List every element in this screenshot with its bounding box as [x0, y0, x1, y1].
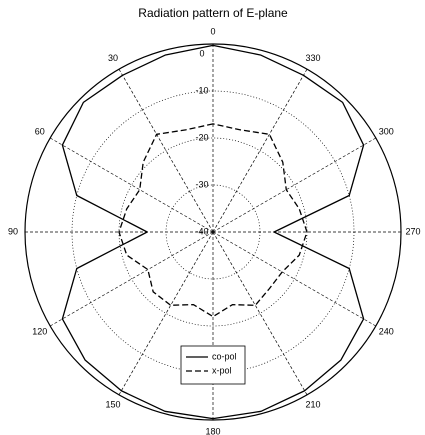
theta-tick-label: 30: [108, 53, 118, 63]
grid-spoke: [50, 137, 214, 233]
grid-spoke: [212, 137, 376, 233]
theta-tick-label: 210: [305, 400, 320, 410]
series-line: [118, 123, 308, 318]
r-tick-label: -10: [195, 85, 208, 95]
theta-tick-label: 240: [379, 326, 394, 336]
theta-tick-label: 270: [405, 226, 420, 236]
legend-label: x-pol: [212, 365, 232, 375]
r-tick-label: 0: [199, 48, 204, 58]
r-tick-label: -40: [195, 226, 208, 236]
theta-tick-label: 330: [305, 53, 320, 63]
theta-tick-label: 90: [8, 226, 18, 236]
grid-spoke: [212, 69, 308, 233]
theta-tick-label: 60: [35, 126, 45, 136]
grid-spoke: [212, 231, 376, 327]
theta-tick-label: 180: [205, 426, 220, 435]
theta-tick-label: 300: [379, 126, 394, 136]
legend-label: co-pol: [212, 351, 237, 361]
r-tick-label: -20: [195, 132, 208, 142]
grid-spoke: [50, 231, 214, 327]
r-tick-label: -30: [195, 179, 208, 189]
legend-box: [180, 345, 246, 385]
grid-spoke: [118, 69, 214, 233]
theta-tick-label: 120: [32, 326, 47, 336]
theta-tick-label: 0: [210, 26, 215, 36]
series-line: [61, 44, 365, 420]
chart-title: Radiation pattern of E-plane: [138, 6, 288, 20]
grid-spoke: [118, 231, 214, 395]
theta-tick-label: 150: [105, 400, 120, 410]
grid-spoke: [212, 231, 308, 395]
